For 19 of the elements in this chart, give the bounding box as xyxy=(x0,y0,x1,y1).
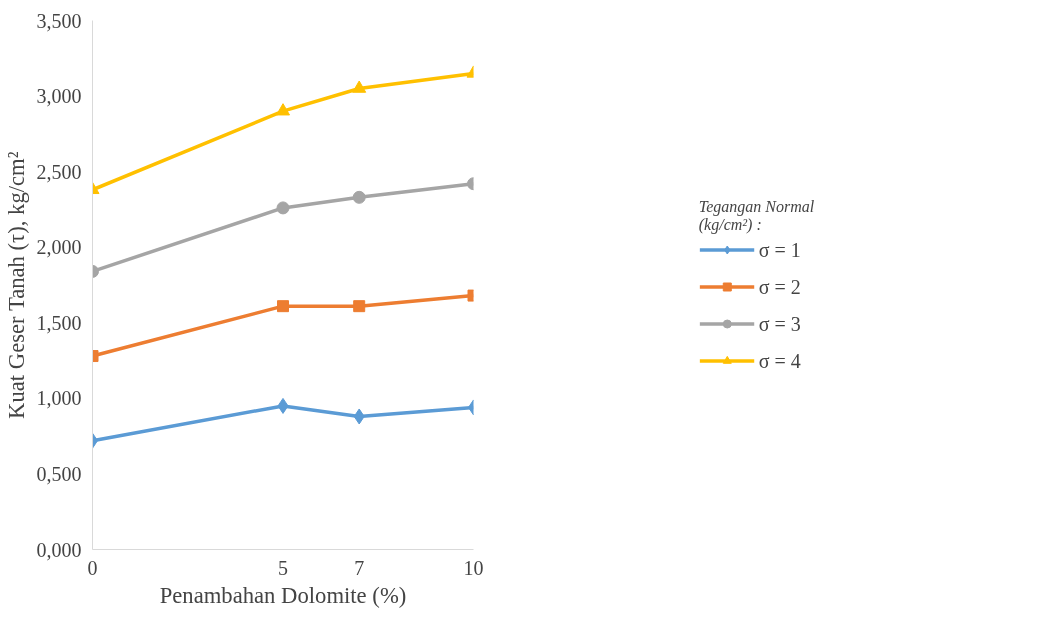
legend-label: σ = 2 xyxy=(758,275,801,298)
y-tick-label: 0,000 xyxy=(36,538,82,561)
y-axis-title: Kuat Geser Tanah (τ), kg/cm² xyxy=(3,151,29,419)
legend-label: σ = 4 xyxy=(758,349,801,372)
x-tick-label: 5 xyxy=(278,556,288,579)
legend-label: σ = 3 xyxy=(758,312,801,335)
y-tick-label: 2,500 xyxy=(36,160,82,183)
y-tick-label: 0,500 xyxy=(36,462,82,485)
x-axis-title: Penambahan Dolomite (%) xyxy=(159,582,407,608)
x-tick-label: 7 xyxy=(354,556,365,579)
x-tick-label: 10 xyxy=(463,556,484,579)
y-tick-label: 3,500 xyxy=(36,9,82,32)
legend-title: Tegangan Normal (kg/cm²) : xyxy=(698,197,815,233)
y-tick-label: 1,000 xyxy=(36,387,82,410)
y-tick-label: 2,000 xyxy=(36,236,82,259)
x-tick-label: 0 xyxy=(87,556,98,579)
legend-label: σ = 1 xyxy=(758,238,801,261)
y-tick-label: 3,000 xyxy=(36,85,82,108)
y-tick-label: 1,500 xyxy=(36,311,82,334)
